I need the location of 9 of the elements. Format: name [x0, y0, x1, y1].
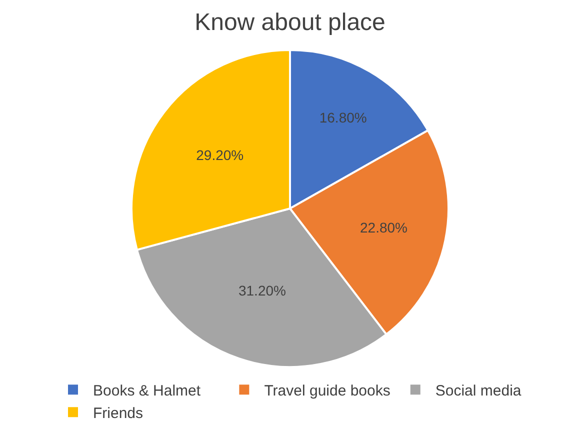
- data-label: 22.80%: [360, 220, 408, 236]
- data-label: 16.80%: [319, 109, 367, 126]
- chart-title: Know about place: [194, 9, 386, 36]
- legend-label: Social media: [435, 382, 522, 400]
- legend-label: Friends: [93, 404, 144, 422]
- data-label: 29.20%: [196, 146, 244, 163]
- legend-label: Books & Halmet: [93, 382, 202, 400]
- data-label: 31.20%: [238, 282, 286, 299]
- legend-label: Travel guide books: [264, 382, 390, 400]
